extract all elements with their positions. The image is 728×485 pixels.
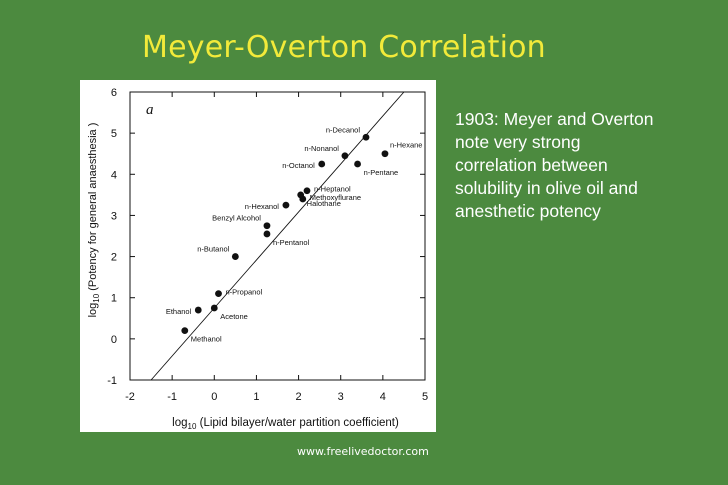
point-label: Methanol (191, 335, 222, 344)
footer-url: www.freelivedoctor.com (297, 445, 429, 458)
data-point (263, 222, 271, 230)
panel-label: a (146, 102, 154, 118)
data-point (263, 230, 271, 238)
data-point (231, 253, 239, 260)
y-tick-label: 2 (111, 252, 117, 264)
point-label: n-Heptanol (314, 185, 351, 194)
description-line: correlation between (455, 155, 608, 175)
x-tick-label: 0 (211, 391, 217, 403)
description-line: anesthetic potency (455, 201, 601, 221)
description-line: 1903: Meyer and Overton (455, 109, 654, 129)
point-label: Halothane (307, 199, 341, 208)
point-label: n-Butanol (197, 245, 229, 254)
y-tick-label: 1 (111, 293, 117, 305)
y-axis-label: log10 (Potency for general anaesthesia ) (87, 123, 101, 318)
point-label: n-Hexanol (245, 202, 280, 211)
data-point (210, 304, 218, 312)
trend-line (150, 91, 405, 381)
chart-figure: -2 -1 0 1 2 3 4 5 -1 0 1 2 3 4 5 6 a Methanol Ethanol Aceto… (80, 80, 436, 432)
y-tick-label: 3 (111, 210, 117, 222)
x-tick-label: 5 (422, 391, 428, 403)
x-tick-label: 1 (253, 391, 259, 403)
data-point (318, 160, 326, 168)
description-text: 1903: Meyer and Overton note very strong… (455, 108, 715, 223)
data-point (297, 191, 305, 199)
x-axis-label: log10 (Lipid bilayer/water partition coe… (172, 417, 399, 431)
point-label: n-Decanol (326, 125, 361, 134)
data-point (303, 187, 311, 195)
y-tick-label: 0 (111, 334, 117, 346)
data-point (181, 327, 189, 335)
data-point (341, 152, 349, 160)
data-point (282, 201, 290, 209)
point-label: Ethanol (166, 307, 192, 316)
point-label: Benzyl Alcohol (212, 214, 261, 223)
scatter-chart: -2 -1 0 1 2 3 4 5 -1 0 1 2 3 4 5 6 a Methanol Ethanol Aceto… (87, 87, 428, 431)
y-tick-label: 6 (111, 87, 117, 99)
data-point (215, 290, 222, 297)
data-point (194, 306, 202, 314)
point-label: n-Hexane (390, 141, 423, 150)
description-line: solubility in olive oil and (455, 178, 638, 198)
x-tick-label: 2 (296, 391, 302, 403)
data-point (354, 160, 361, 168)
plot-frame (129, 91, 426, 381)
point-label: n-Propanol (226, 288, 263, 297)
data-point (362, 133, 370, 141)
y-tick-label: 5 (111, 128, 117, 140)
x-tick-label: 4 (380, 391, 386, 403)
point-label: Methoxyflurane (310, 193, 361, 202)
point-label: n-Octanol (282, 161, 315, 170)
x-tick-label: 3 (338, 391, 344, 403)
x-tick-label: -2 (125, 391, 135, 403)
slide-title: Meyer-Overton Correlation (142, 30, 546, 65)
point-label: n-Nonanol (304, 144, 339, 153)
y-tick-label: -1 (107, 375, 117, 387)
description-line: note very strong (455, 132, 581, 152)
point-label: n-Pentanol (273, 238, 310, 247)
y-tick-label: 4 (111, 169, 117, 181)
point-label: Acetone (220, 312, 248, 321)
point-label: n-Pentane (364, 168, 399, 177)
x-tick-label: -1 (167, 391, 177, 403)
data-point (381, 150, 389, 158)
